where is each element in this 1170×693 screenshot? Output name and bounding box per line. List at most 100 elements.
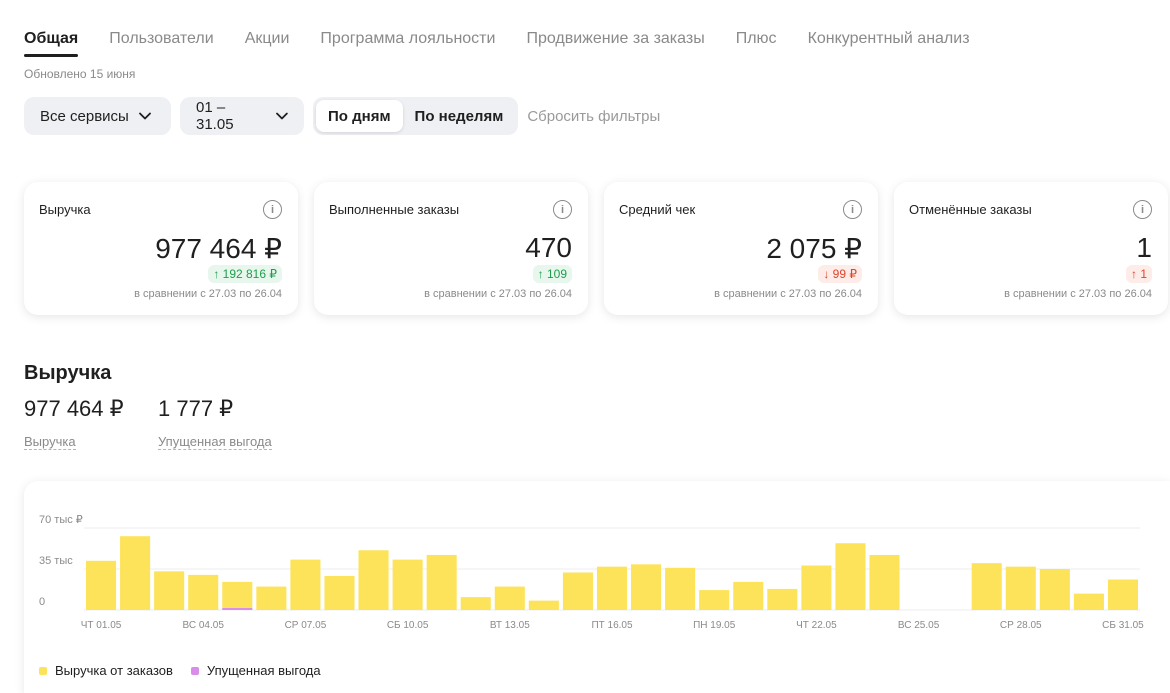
kpi-title: Выручка: [39, 202, 91, 217]
kpi-card-cancelled-orders: Отменённые заказы i 1 ↑ 1 в сравнении с …: [894, 182, 1168, 315]
bar-revenue: [733, 581, 764, 610]
bar-revenue: [767, 588, 798, 610]
bar-revenue: [494, 586, 525, 610]
kpi-title: Средний чек: [619, 202, 696, 217]
x-tick-label: ВС 04.05: [183, 620, 225, 631]
legend-item-lost-profit[interactable]: Упущенная выгода: [190, 663, 321, 678]
lost-profit-total: 1 777 ₽: [158, 396, 234, 421]
lost-profit-label[interactable]: Упущенная выгода: [158, 434, 272, 450]
x-tick-label: ВС 25.05: [898, 620, 940, 631]
bar-revenue: [154, 571, 185, 610]
by-weeks-button[interactable]: По неделям: [414, 107, 504, 125]
kpi-compare: в сравнении с 27.03 по 26.04: [714, 288, 862, 300]
bar-revenue: [596, 566, 628, 610]
bar-revenue: [631, 564, 662, 610]
chevron-down-icon: [138, 112, 151, 120]
bar-revenue: [426, 554, 457, 610]
x-tick-label: СБ 10.05: [387, 620, 429, 631]
section-title: Выручка: [24, 362, 112, 384]
bar-revenue: [392, 559, 423, 610]
bar-revenue: [835, 543, 866, 610]
x-tick-label: СР 07.05: [285, 620, 327, 631]
info-icon[interactable]: i: [553, 200, 572, 219]
x-tick-label: ПТ 16.05: [591, 620, 633, 631]
tab-competitor-analysis[interactable]: Конкурентный анализ: [807, 30, 970, 47]
kpi-value: 2 075 ₽: [766, 233, 862, 264]
bar-revenue: [460, 597, 491, 610]
kpi-value: 977 464 ₽: [155, 233, 282, 264]
kpi-card-completed-orders: Выполненные заказы i 470 ↑ 109 в сравнен…: [314, 182, 588, 315]
revenue-total: 977 464 ₽: [24, 396, 124, 421]
period-dropdown[interactable]: 01 – 31.05: [180, 97, 304, 135]
granularity-toggle: По дням По неделям: [313, 97, 519, 135]
tab-bar: Общая Пользователи Акции Программа лояль…: [24, 30, 970, 57]
period-dropdown-label: 01 – 31.05: [196, 99, 234, 133]
kpi-delta: ↑ 192 816 ₽: [208, 265, 282, 283]
bar-revenue: [971, 563, 1002, 610]
bar-revenue: [290, 559, 321, 610]
bar-revenue: [528, 600, 559, 610]
kpi-compare: в сравнении с 27.03 по 26.04: [134, 288, 282, 300]
x-tick-label: СБ 31.05: [1102, 620, 1144, 631]
legend-label: Упущенная выгода: [206, 663, 321, 678]
kpi-title: Отменённые заказы: [909, 202, 1032, 217]
kpi-title: Выполненные заказы: [329, 202, 460, 217]
revenue-total-label[interactable]: Выручка: [24, 434, 76, 450]
legend-swatch: [39, 666, 47, 675]
bar-revenue: [1005, 566, 1036, 610]
bar-revenue: [869, 554, 900, 610]
bar-lost-profit: [222, 608, 253, 610]
x-tick-label: ПН 19.05: [693, 620, 736, 631]
services-dropdown-label: Все сервисы: [40, 107, 129, 125]
y-tick-label: 70 тыс ₽: [39, 514, 83, 526]
legend-swatch: [190, 666, 199, 675]
bar-revenue: [1039, 569, 1070, 610]
chart-legend: Выручка от заказов Упущенная выгода: [39, 663, 321, 678]
x-tick-label: СР 28.05: [1000, 620, 1042, 631]
tab-users[interactable]: Пользователи: [109, 30, 214, 47]
kpi-compare: в сравнении с 27.03 по 26.04: [424, 288, 572, 300]
x-tick-label: ЧТ 01.05: [81, 620, 122, 631]
x-tick-label: ВТ 13.05: [490, 620, 530, 631]
info-icon[interactable]: i: [1133, 200, 1152, 219]
tab-loyalty-program[interactable]: Программа лояльности: [320, 30, 496, 47]
info-icon[interactable]: i: [843, 200, 862, 219]
kpi-compare: в сравнении с 27.03 по 26.04: [1004, 288, 1152, 300]
chevron-down-icon: [276, 112, 288, 120]
bar-revenue: [801, 565, 832, 610]
bar-revenue: [188, 574, 219, 610]
bar-revenue: [358, 550, 389, 610]
services-dropdown[interactable]: Все сервисы: [24, 97, 171, 135]
revenue-chart-card: 70 тыс ₽ 35 тыс 0 ЧТ 01.05 ВС 04.05 СР 07.05 С…: [24, 481, 1170, 693]
tab-general[interactable]: Общая: [24, 30, 79, 57]
bar-revenue: [256, 586, 287, 610]
bar-revenue: [222, 581, 253, 610]
kpi-delta: ↑ 109: [532, 265, 572, 283]
revenue-bar-chart: 70 тыс ₽ 35 тыс 0 ЧТ 01.05 ВС 04.05 СР 07.05 С…: [39, 514, 1144, 631]
y-tick-label: 35 тыс: [39, 555, 73, 567]
bar-revenue: [562, 572, 593, 610]
tab-promotions[interactable]: Акции: [244, 30, 290, 47]
kpi-card-average-check: Средний чек i 2 075 ₽ ↓ 99 ₽ в сравнении…: [604, 182, 878, 315]
legend-label: Выручка от заказов: [55, 663, 173, 678]
kpi-delta: ↓ 99 ₽: [818, 265, 862, 283]
tab-plus[interactable]: Плюс: [735, 30, 777, 47]
filter-bar: Все сервисы 01 – 31.05 По дням По неделя…: [24, 97, 660, 135]
bar-revenue: [1107, 579, 1138, 610]
kpi-card-revenue: Выручка i 977 464 ₽ ↑ 192 816 ₽ в сравне…: [24, 182, 298, 315]
kpi-value: 1: [1136, 232, 1152, 263]
tab-order-promotion[interactable]: Продвижение за заказы: [526, 30, 705, 47]
kpi-delta: ↑ 1: [1125, 265, 1152, 283]
kpi-value: 470: [525, 232, 572, 263]
x-tick-label: ЧТ 22.05: [796, 620, 837, 631]
reset-filters-link[interactable]: Сбросить фильтры: [527, 107, 661, 125]
bar-revenue: [665, 567, 696, 610]
bar-revenue: [324, 576, 355, 610]
bar-revenue: [120, 536, 151, 610]
bar-revenue: [1073, 593, 1104, 610]
legend-item-revenue[interactable]: Выручка от заказов: [39, 663, 173, 678]
by-days-button[interactable]: По дням: [316, 100, 403, 132]
y-tick-label: 0: [39, 596, 45, 608]
bar-revenue: [699, 590, 730, 610]
info-icon[interactable]: i: [263, 200, 282, 219]
